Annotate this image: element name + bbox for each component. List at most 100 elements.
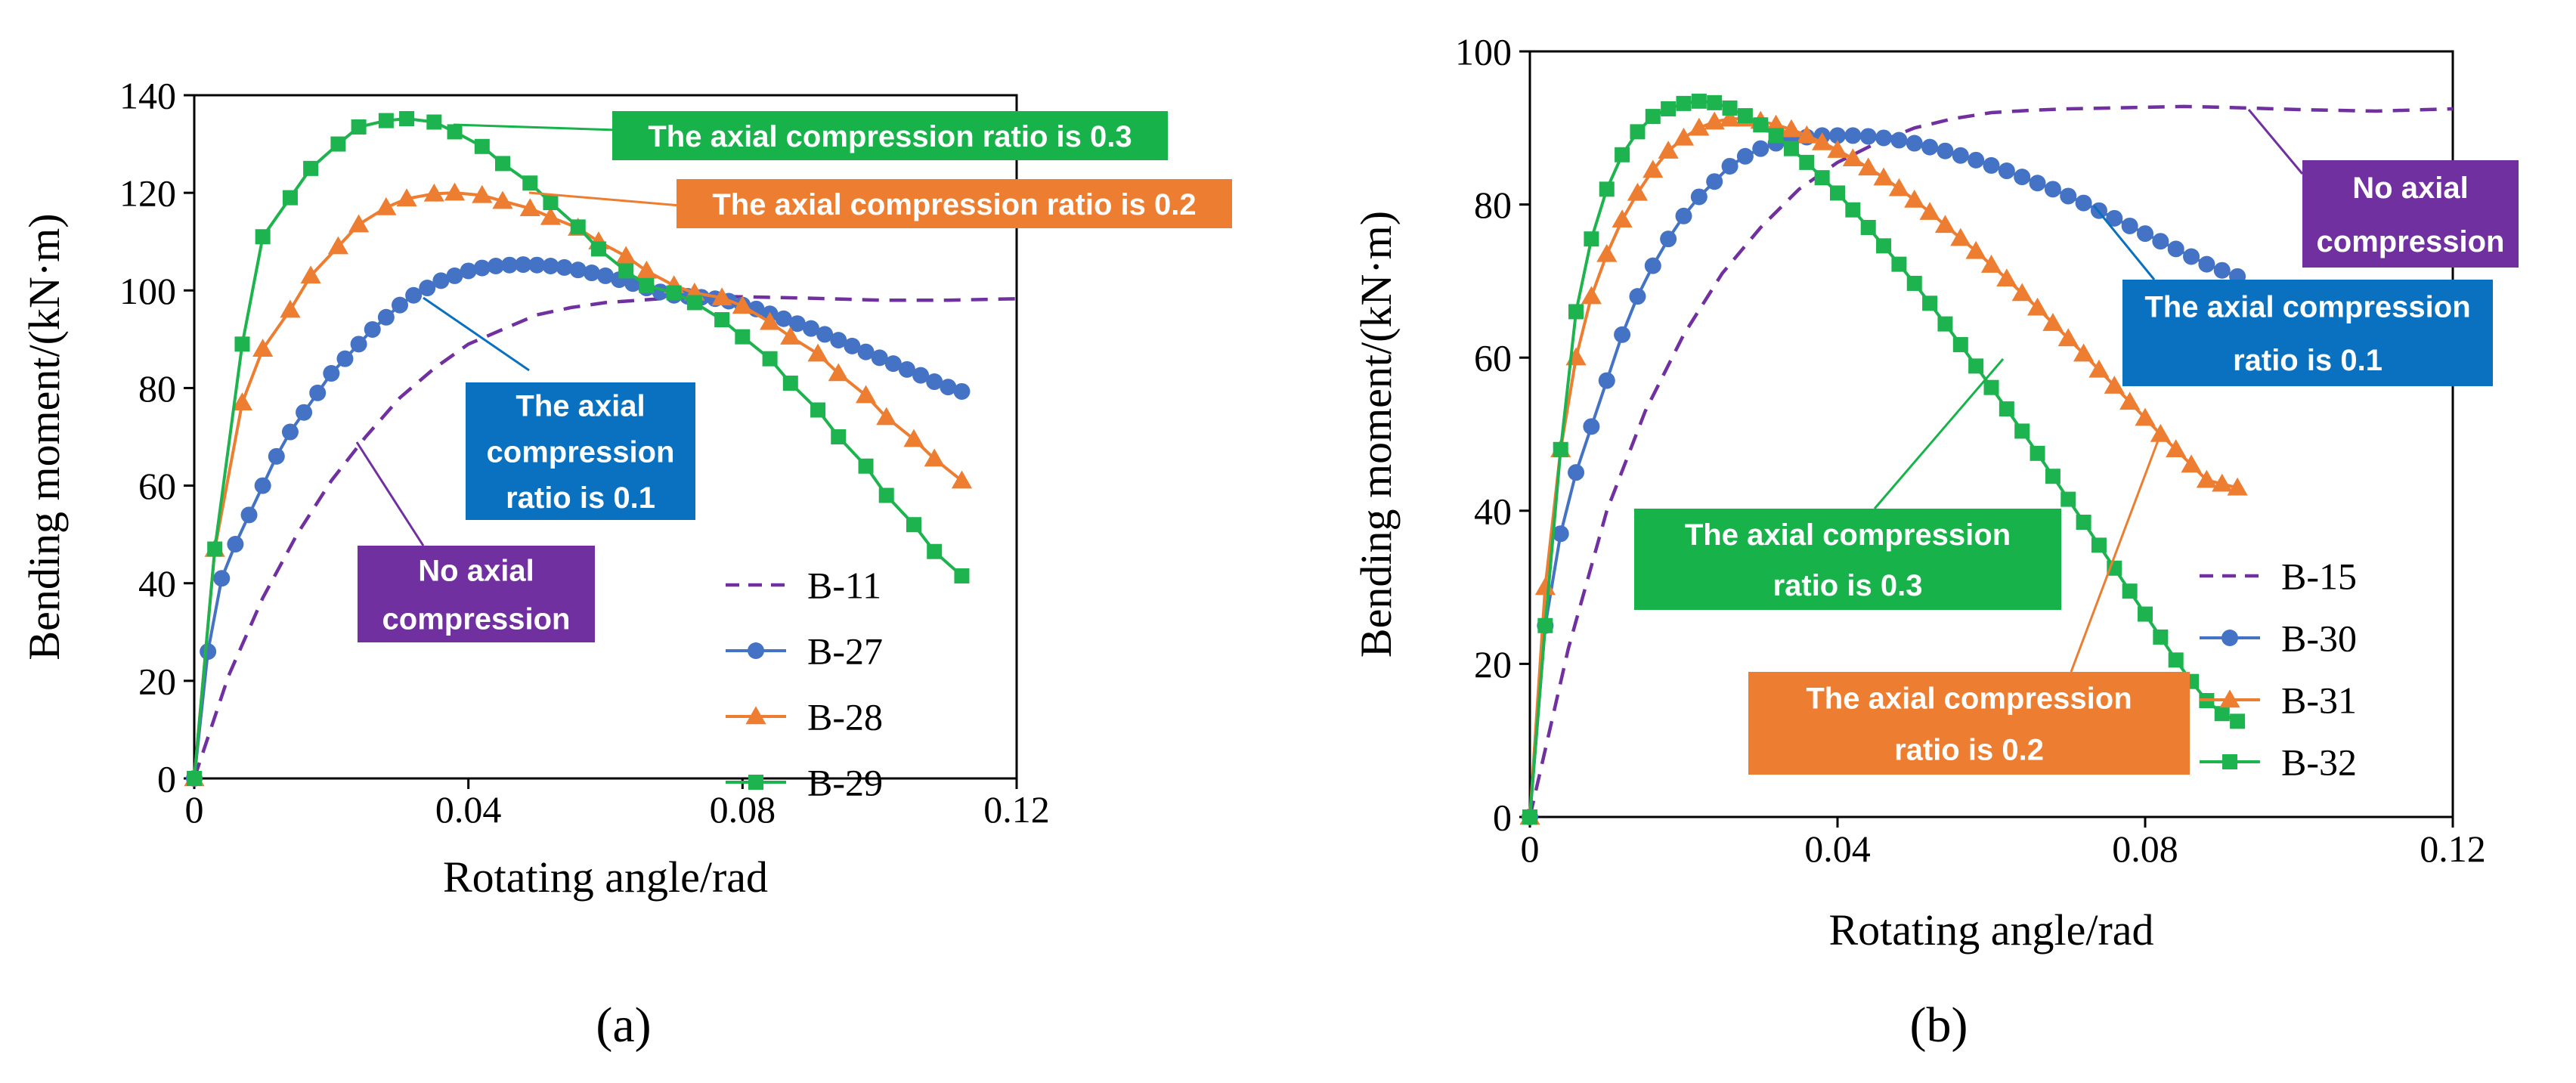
data-point <box>927 543 943 559</box>
data-point <box>444 182 466 201</box>
data-point <box>878 487 894 503</box>
data-point <box>1553 441 1568 457</box>
data-point <box>810 402 826 418</box>
callout-text: The axial compression ratio is 0.2 <box>712 188 1196 221</box>
data-point <box>1814 170 1830 186</box>
callout-leader-line <box>1873 358 2005 509</box>
panel-b: 0 20 40 60 80 100 0 0.04 0.08 0.12 Rotating angle/… <box>1351 31 2519 1053</box>
data-point <box>1859 128 1877 145</box>
callout-text: ratio is 0.1 <box>2233 344 2382 377</box>
series-b-29 <box>187 110 970 786</box>
data-point <box>2091 537 2107 553</box>
data-point <box>1876 238 1892 254</box>
data-point <box>1704 111 1725 130</box>
data-point <box>1919 202 1940 220</box>
data-point <box>1830 185 1845 201</box>
callout-leader-line <box>528 191 681 207</box>
y-tick-label: 140 <box>119 75 176 117</box>
data-point <box>1968 358 1984 374</box>
legend-marker <box>2222 754 2237 769</box>
data-point <box>2045 469 2060 484</box>
data-point <box>2198 255 2215 273</box>
callout-text: compression <box>382 602 571 636</box>
data-point <box>1615 147 1630 162</box>
data-point <box>1796 125 1817 144</box>
data-point <box>281 423 299 441</box>
data-point <box>1534 577 1556 596</box>
data-point <box>1722 100 1738 116</box>
data-point <box>522 175 538 191</box>
data-point <box>1721 157 1738 175</box>
data-point <box>2183 248 2200 265</box>
series-b-15 <box>1528 104 2454 818</box>
data-point <box>492 190 513 209</box>
data-point <box>515 256 532 274</box>
callout-box <box>677 179 1232 228</box>
data-point <box>1522 809 1537 825</box>
data-point <box>828 363 849 382</box>
data-point <box>2214 706 2230 722</box>
data-point <box>396 188 417 207</box>
data-point <box>378 113 394 128</box>
legend-label-b-32: B-32 <box>2281 741 2357 784</box>
legend-label-b-29: B-29 <box>807 762 883 804</box>
data-point <box>1706 173 1723 190</box>
data-point <box>1627 182 1649 201</box>
data-point <box>327 236 348 255</box>
data-point <box>940 379 957 396</box>
data-point <box>2073 343 2095 362</box>
data-point <box>207 541 223 557</box>
data-point <box>330 136 346 152</box>
legend-marker <box>748 642 764 659</box>
data-point <box>2135 407 2156 426</box>
y-tick-label: 20 <box>1474 643 1512 685</box>
data-point <box>1736 147 1754 165</box>
data-point <box>540 206 562 225</box>
legend-label-b-27: B-27 <box>807 630 883 673</box>
y-tick-label: 60 <box>138 465 176 507</box>
annotation-callout: The axial compression ratio is 0.2 <box>1748 434 2190 775</box>
y-tick-label: 60 <box>1474 337 1512 379</box>
data-point <box>300 265 321 284</box>
x-axis-label: Rotating angle/rad <box>443 852 768 902</box>
data-point <box>254 477 271 494</box>
data-point <box>906 517 921 533</box>
data-point <box>1873 167 1894 186</box>
data-point <box>1719 108 1741 127</box>
data-point <box>590 241 606 257</box>
callout-text: The axial compression <box>1685 518 2011 552</box>
data-point <box>528 256 546 274</box>
data-point <box>351 119 367 135</box>
data-point <box>871 349 888 367</box>
series-line-b-11 <box>192 294 1017 779</box>
data-point <box>1996 268 2017 287</box>
y-tick-label: 0 <box>157 758 176 800</box>
callout-leader-line <box>2070 434 2162 673</box>
data-point <box>364 320 381 338</box>
legend-label-b-28: B-28 <box>807 696 883 738</box>
data-point <box>472 184 493 203</box>
data-point <box>2119 391 2141 410</box>
callout-box <box>1748 672 2190 775</box>
data-point <box>583 265 600 282</box>
data-point <box>1827 140 1848 158</box>
y-axis-label: Bending moment/(kN·m) <box>20 213 69 660</box>
callout-text: The axial compression ratio is 0.3 <box>648 120 1132 153</box>
data-point <box>432 272 450 289</box>
annotation-callout: No axial compression <box>2247 109 2519 268</box>
data-point <box>858 458 874 474</box>
data-point <box>240 506 258 524</box>
legend-marker <box>748 775 763 790</box>
data-point <box>735 329 751 345</box>
data-point <box>309 384 327 401</box>
y-tick-label: 80 <box>138 367 176 410</box>
x-tick-label: 0 <box>1521 828 1540 870</box>
data-point <box>1612 209 1633 228</box>
data-point <box>2227 477 2248 496</box>
callout-box <box>358 546 595 642</box>
data-point <box>1968 151 1985 169</box>
data-point <box>446 267 463 284</box>
data-point <box>1568 304 1584 320</box>
data-point <box>1858 157 1879 176</box>
data-point <box>1689 117 1710 136</box>
